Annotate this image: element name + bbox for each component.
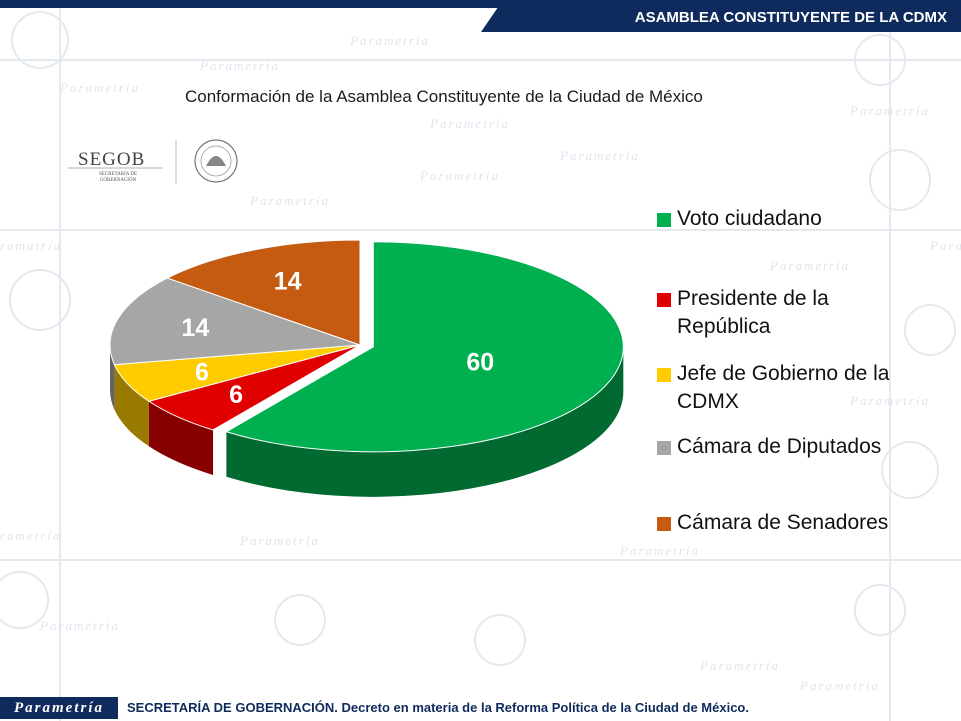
data-label: 14 (274, 267, 302, 295)
svg-text:Parametría: Parametría (849, 103, 930, 118)
svg-text:Parametría: Parametría (559, 148, 640, 163)
svg-text:Parametría: Parametría (349, 33, 430, 48)
data-labels: 60 66 14 14 (181, 267, 494, 408)
legend-label: Voto ciudadano (677, 207, 822, 230)
pie-slice-4 (166, 239, 361, 346)
legend-label: Jefe de Gobierno de la CDMX (677, 362, 890, 413)
top-bar (0, 0, 961, 8)
footer-source: SECRETARÍA DE GOBERNACIÓN. Decreto en ma… (127, 700, 749, 715)
legend-label: Presidente de la República (677, 287, 829, 338)
pie-slice-side (226, 346, 624, 497)
svg-text:Parametría: Parametría (249, 193, 330, 208)
svg-text:Parametría: Parametría (239, 533, 320, 548)
segob-logo-text: SEGOB (78, 149, 146, 170)
pie-slices (109, 239, 624, 453)
legend-swatch-presidente (657, 293, 671, 307)
data-label: 60 (466, 348, 494, 376)
legend-swatch-voto (657, 213, 671, 227)
legend-swatch-jefe-gobierno (657, 368, 671, 382)
pie-slice-side (148, 401, 214, 475)
legend-swatch-diputados (657, 441, 671, 455)
footer: Parametría SECRETARÍA DE GOBERNACIÓN. De… (0, 697, 961, 721)
svg-text:Parametría: Parametría (419, 168, 500, 183)
svg-text:Parametría: Parametría (429, 116, 510, 131)
footer-brand: Parametría (0, 697, 118, 719)
svg-text:Parametría: Parametría (799, 678, 880, 693)
svg-text:Parametría: Parametría (699, 658, 780, 673)
pie-slice-side (114, 364, 149, 447)
data-label: 6 (195, 358, 209, 386)
svg-text:Parametría: Parametría (39, 618, 120, 633)
svg-text:Parametría: Parametría (849, 393, 930, 408)
svg-text:Parametría: Parametría (769, 258, 850, 273)
svg-text:Parametría: Parametría (59, 80, 140, 95)
header-title: ASAMBLEA CONSTITUYENTE DE LA CDMX (481, 4, 961, 32)
chart-title: Conformación de la Asamblea Constituyent… (185, 87, 703, 106)
pie-slice-0 (225, 241, 624, 453)
logo-graphic (68, 139, 238, 184)
legend-swatch-senadores (657, 517, 671, 531)
svg-text:Para: Para (929, 238, 961, 253)
svg-text:Parametría: Parametría (199, 58, 280, 73)
pie-side-walls (110, 345, 624, 497)
pie-slice-3 (109, 277, 361, 366)
pie-slice-side (110, 345, 115, 410)
legend-label: Cámara de Senadores (677, 511, 889, 534)
svg-text:Parametría: Parametría (619, 543, 700, 558)
data-label: 6 (229, 381, 243, 409)
svg-text:rametría: rametría (0, 528, 62, 543)
data-label: 14 (181, 314, 209, 342)
segob-logo-subtext: SECRETARÍA DE GOBERNACIÓN (98, 172, 138, 183)
svg-text:ramatría: ramatría (0, 238, 62, 253)
segob-logo (68, 138, 243, 188)
legend-label: Cámara de Diputados (677, 435, 882, 458)
